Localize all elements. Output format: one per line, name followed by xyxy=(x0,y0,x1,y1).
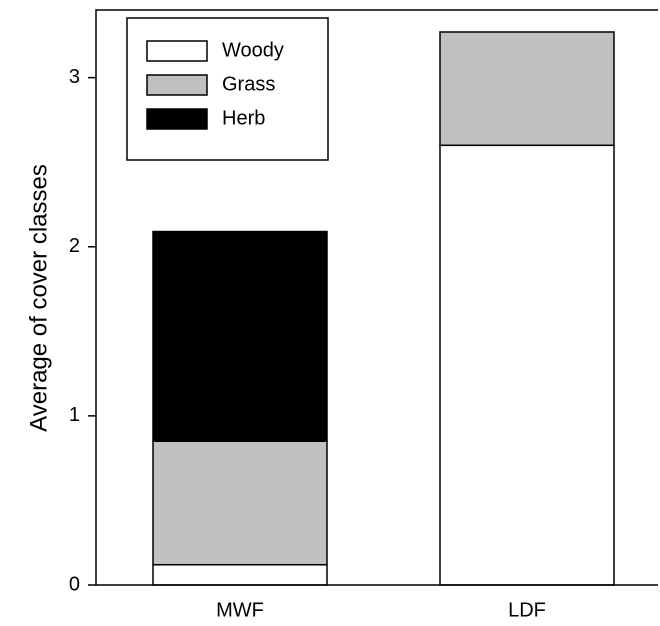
legend-swatch xyxy=(146,108,208,130)
bar-segment xyxy=(152,563,328,586)
axis-frame xyxy=(95,9,658,586)
bar-segment xyxy=(152,440,328,566)
legend-label: Grass xyxy=(222,73,275,95)
y-tick-label: 1 xyxy=(69,404,80,426)
x-tick-label: LDF xyxy=(508,599,546,621)
bar-segment xyxy=(439,144,615,586)
y-tick-label: 3 xyxy=(69,66,80,88)
y-tick-label: 0 xyxy=(69,573,80,595)
legend-swatch xyxy=(146,40,208,62)
y-tick-label: 2 xyxy=(69,235,80,257)
legend-label: Herb xyxy=(222,107,265,129)
x-tick-label: MWF xyxy=(216,599,264,621)
bar-segment xyxy=(439,31,615,147)
y-axis-label: Average of cover classes xyxy=(25,164,52,432)
legend-swatch xyxy=(146,74,208,96)
legend-label: Woody xyxy=(222,39,284,61)
bar-segment xyxy=(152,230,328,442)
